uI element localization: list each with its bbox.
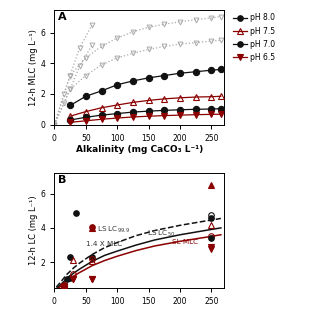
- Y-axis label: 12-h MLC (mg L⁻¹): 12-h MLC (mg L⁻¹): [29, 29, 38, 106]
- Text: LS LC$_{50}$: LS LC$_{50}$: [148, 228, 176, 239]
- Text: 1.4 X MLC: 1.4 X MLC: [86, 241, 122, 247]
- Text: LS LC$_{99.9}$: LS LC$_{99.9}$: [97, 225, 130, 236]
- Text: A: A: [58, 12, 67, 22]
- X-axis label: Alkalinity (mg CaCO₃ L⁻¹): Alkalinity (mg CaCO₃ L⁻¹): [76, 146, 203, 155]
- Text: SL MLC: SL MLC: [172, 239, 199, 245]
- Text: B: B: [58, 175, 66, 185]
- Legend: pH 8.0, pH 7.5, pH 7.0, pH 6.5: pH 8.0, pH 7.5, pH 7.0, pH 6.5: [233, 13, 275, 62]
- Y-axis label: 12-h LC (mg L⁻¹): 12-h LC (mg L⁻¹): [29, 196, 38, 265]
